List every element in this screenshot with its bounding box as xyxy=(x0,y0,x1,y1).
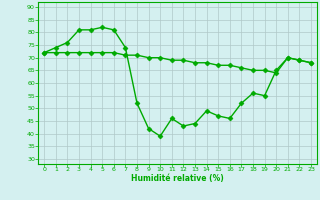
X-axis label: Humidité relative (%): Humidité relative (%) xyxy=(131,174,224,183)
